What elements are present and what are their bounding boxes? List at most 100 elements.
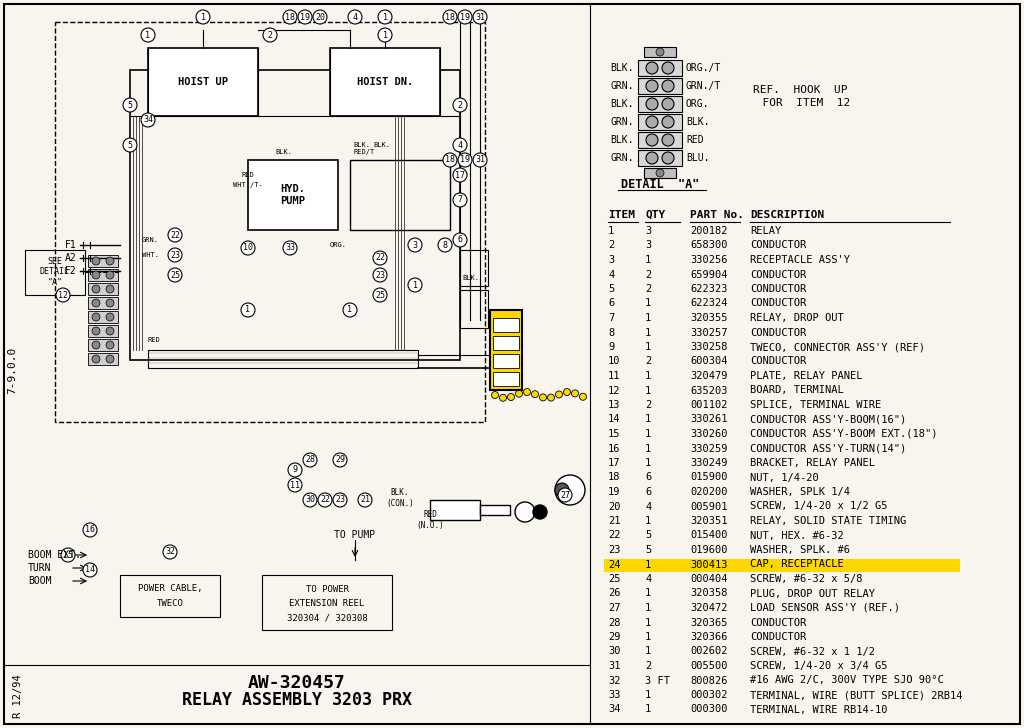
Bar <box>644 47 676 57</box>
Text: 6: 6 <box>645 487 651 497</box>
Text: 320366: 320366 <box>690 632 727 642</box>
Text: 19: 19 <box>460 156 470 165</box>
Text: 24: 24 <box>608 560 621 569</box>
Circle shape <box>646 80 658 92</box>
Text: POWER CABLE,: POWER CABLE, <box>138 585 203 593</box>
Text: 320479: 320479 <box>690 371 727 381</box>
Circle shape <box>263 28 278 42</box>
Circle shape <box>540 394 547 401</box>
Text: 1: 1 <box>645 313 651 323</box>
Bar <box>88 297 118 309</box>
Text: RELAY, DROP OUT: RELAY, DROP OUT <box>750 313 844 323</box>
Circle shape <box>106 257 114 265</box>
Text: CONDUCTOR ASS'Y-BOOM(16"): CONDUCTOR ASS'Y-BOOM(16") <box>750 414 906 424</box>
Text: 015400: 015400 <box>690 531 727 540</box>
Text: 18: 18 <box>608 472 621 483</box>
Text: 000302: 000302 <box>690 690 727 700</box>
Text: BLK.
(CON.): BLK. (CON.) <box>386 488 414 507</box>
Text: SPLICE, TERMINAL WIRE: SPLICE, TERMINAL WIRE <box>750 400 882 410</box>
Text: LOAD SENSOR ASS'Y (REF.): LOAD SENSOR ASS'Y (REF.) <box>750 603 900 613</box>
Circle shape <box>56 288 70 302</box>
Circle shape <box>283 241 297 255</box>
Text: RELAY, SOLID STATE TIMING: RELAY, SOLID STATE TIMING <box>750 516 906 526</box>
Text: 33: 33 <box>608 690 621 700</box>
Text: 1: 1 <box>645 342 651 352</box>
Text: 658300: 658300 <box>690 240 727 250</box>
Bar <box>604 558 961 572</box>
Text: 2: 2 <box>645 400 651 410</box>
Text: 17: 17 <box>608 458 621 468</box>
Text: TO PUMP: TO PUMP <box>335 530 376 540</box>
Text: 6: 6 <box>458 235 463 245</box>
Circle shape <box>288 478 302 492</box>
Circle shape <box>241 303 255 317</box>
Circle shape <box>123 98 137 112</box>
Text: 29: 29 <box>608 632 621 642</box>
Circle shape <box>515 390 522 397</box>
Text: 22: 22 <box>170 231 180 240</box>
Bar <box>638 150 682 166</box>
Text: CONDUCTOR ASS'Y-TURN(14"): CONDUCTOR ASS'Y-TURN(14") <box>750 443 906 454</box>
Bar <box>638 60 682 76</box>
Text: 320472: 320472 <box>690 603 727 613</box>
Circle shape <box>408 238 422 252</box>
Text: 25: 25 <box>375 290 385 299</box>
Text: SCREW, #6-32 x 1 1/2: SCREW, #6-32 x 1 1/2 <box>750 646 874 657</box>
Text: 25: 25 <box>608 574 621 584</box>
Text: 4: 4 <box>645 502 651 512</box>
Text: ITEM: ITEM <box>608 210 635 220</box>
Circle shape <box>453 168 467 182</box>
Text: 1: 1 <box>645 255 651 265</box>
Circle shape <box>646 62 658 74</box>
Text: 330256: 330256 <box>690 255 727 265</box>
Text: HYD.
PUMP: HYD. PUMP <box>281 184 305 206</box>
Circle shape <box>313 10 327 24</box>
Text: 020200: 020200 <box>690 487 727 497</box>
Text: 005500: 005500 <box>690 661 727 671</box>
Circle shape <box>163 545 177 559</box>
Circle shape <box>83 563 97 577</box>
Text: 330260: 330260 <box>690 429 727 439</box>
Text: 000404: 000404 <box>690 574 727 584</box>
Text: 000300: 000300 <box>690 705 727 714</box>
Text: 34: 34 <box>143 116 153 124</box>
Bar <box>638 132 682 148</box>
Circle shape <box>646 98 658 110</box>
Circle shape <box>373 251 387 265</box>
Text: 1: 1 <box>645 414 651 424</box>
Text: SCREW, 1/4-20 x 1/2 G5: SCREW, 1/4-20 x 1/2 G5 <box>750 502 888 512</box>
Circle shape <box>580 393 587 400</box>
Circle shape <box>662 98 674 110</box>
Circle shape <box>662 62 674 74</box>
Text: BLK.: BLK. <box>610 63 634 73</box>
Text: 28: 28 <box>608 617 621 628</box>
Text: 11: 11 <box>608 371 621 381</box>
Circle shape <box>92 327 100 335</box>
Circle shape <box>92 257 100 265</box>
Text: RED/T: RED/T <box>353 149 374 155</box>
Circle shape <box>92 355 100 363</box>
Text: 2: 2 <box>645 661 651 671</box>
Circle shape <box>106 327 114 335</box>
Circle shape <box>523 389 530 395</box>
Circle shape <box>92 313 100 321</box>
Circle shape <box>408 278 422 292</box>
Circle shape <box>141 113 155 127</box>
Text: PLUG, DROP OUT RELAY: PLUG, DROP OUT RELAY <box>750 588 874 598</box>
Text: CONDUCTOR ASS'Y-BOOM EXT.(18"): CONDUCTOR ASS'Y-BOOM EXT.(18") <box>750 429 938 439</box>
Circle shape <box>453 138 467 152</box>
Text: DESCRIPTION: DESCRIPTION <box>750 210 824 220</box>
Text: CONDUCTOR: CONDUCTOR <box>750 617 806 628</box>
Bar <box>130 70 460 360</box>
Circle shape <box>373 288 387 302</box>
Text: 001102: 001102 <box>690 400 727 410</box>
Text: 33: 33 <box>285 243 295 253</box>
Text: 1: 1 <box>645 690 651 700</box>
Text: DETAIL  "A": DETAIL "A" <box>621 178 699 191</box>
Text: NUT, HEX. #6-32: NUT, HEX. #6-32 <box>750 531 844 540</box>
Text: BLK.: BLK. <box>686 117 710 127</box>
Text: 7: 7 <box>608 313 614 323</box>
Circle shape <box>531 391 539 397</box>
Text: 1: 1 <box>645 458 651 468</box>
Text: BRACKET, RELAY PANEL: BRACKET, RELAY PANEL <box>750 458 874 468</box>
